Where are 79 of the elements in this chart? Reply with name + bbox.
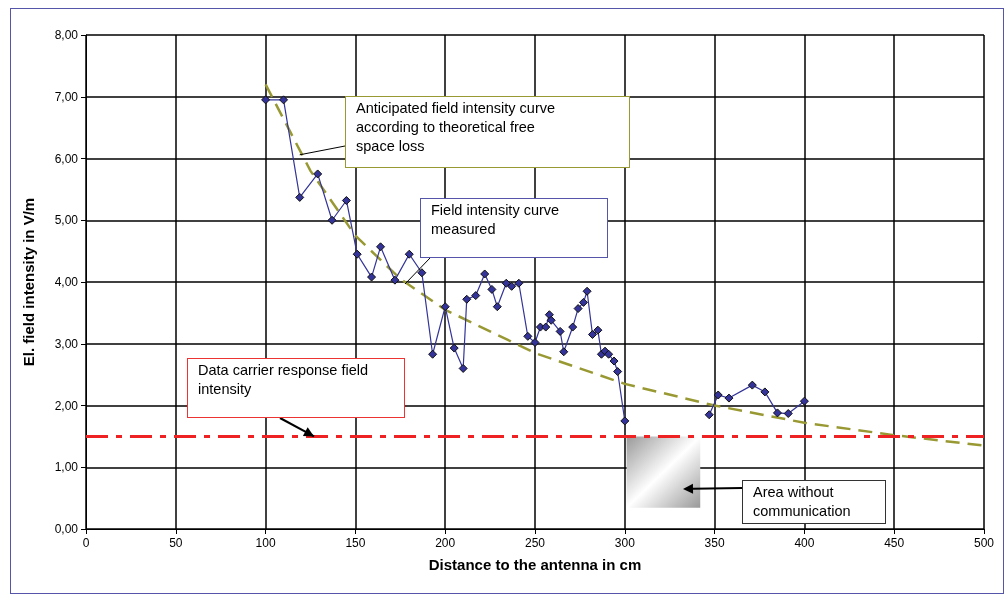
x-tick-label: 350 bbox=[704, 536, 725, 550]
x-tick-label: 450 bbox=[884, 536, 905, 550]
point bbox=[593, 325, 603, 335]
point bbox=[341, 195, 351, 205]
point bbox=[582, 286, 592, 296]
point bbox=[724, 393, 734, 403]
annotation: Data carrier response field intensity bbox=[198, 361, 370, 399]
annotation: Field intensity curve measured bbox=[431, 201, 561, 239]
point bbox=[587, 329, 597, 339]
y-tick-label: 5,00 bbox=[54, 213, 79, 228]
point bbox=[620, 416, 630, 426]
point bbox=[327, 215, 337, 225]
point bbox=[458, 363, 468, 373]
x-tick-label: 50 bbox=[169, 536, 183, 550]
point bbox=[261, 95, 271, 105]
point bbox=[428, 349, 438, 359]
x-tick-label: 400 bbox=[794, 536, 815, 550]
y-tick-label: 0,00 bbox=[54, 522, 79, 536]
point bbox=[544, 310, 554, 320]
point bbox=[417, 268, 427, 278]
point bbox=[295, 192, 305, 202]
point bbox=[514, 278, 524, 288]
point bbox=[404, 249, 414, 259]
y-tick-label: 6,00 bbox=[54, 151, 79, 166]
y-tick-label: 2,00 bbox=[54, 398, 79, 413]
point bbox=[440, 302, 450, 312]
x-tick-label: 0 bbox=[82, 536, 90, 550]
point bbox=[390, 275, 400, 285]
point bbox=[604, 349, 614, 359]
point bbox=[352, 249, 362, 259]
point bbox=[799, 396, 809, 406]
point bbox=[523, 331, 533, 341]
point bbox=[530, 338, 540, 348]
point bbox=[613, 367, 623, 377]
x-tick-label: 250 bbox=[524, 536, 546, 550]
y-tick-label: 4,00 bbox=[54, 275, 79, 289]
point bbox=[760, 387, 770, 397]
x-tick-label: 100 bbox=[255, 536, 276, 550]
point bbox=[568, 322, 578, 332]
point bbox=[573, 304, 583, 314]
point bbox=[471, 291, 481, 301]
point bbox=[462, 294, 472, 304]
x-tick-label: 150 bbox=[345, 536, 366, 550]
point bbox=[578, 297, 588, 307]
x-tick-label: 300 bbox=[614, 536, 636, 550]
y-axis-title: El. field intensity in V/m bbox=[20, 197, 37, 367]
point bbox=[480, 269, 490, 279]
point bbox=[555, 326, 565, 336]
point bbox=[541, 322, 551, 332]
y-tick-label: 1,00 bbox=[54, 460, 79, 475]
point bbox=[449, 343, 459, 353]
point bbox=[546, 315, 556, 325]
point bbox=[772, 408, 782, 418]
point bbox=[507, 281, 517, 291]
point bbox=[747, 380, 757, 390]
point bbox=[609, 356, 619, 366]
point bbox=[313, 169, 323, 179]
point bbox=[367, 272, 377, 282]
x-tick-label: 500 bbox=[973, 536, 995, 550]
point bbox=[559, 347, 569, 357]
point bbox=[501, 278, 511, 288]
annotation: Area without communication bbox=[753, 483, 852, 521]
point bbox=[713, 390, 723, 400]
callout-box: Field intensity curve measured bbox=[420, 198, 608, 258]
x-axis-title: Distance to the antenna in cm bbox=[428, 556, 642, 573]
point bbox=[783, 409, 793, 419]
point bbox=[487, 284, 497, 294]
callout-box: Area without communication bbox=[742, 480, 886, 524]
callout-box: Data carrier response field intensity bbox=[187, 358, 405, 418]
x-tick-label: 200 bbox=[435, 536, 456, 550]
annotation: Anticipated field intensity curve according to theoretical free space loss bbox=[356, 99, 557, 156]
callout-box: Anticipated field intensity curve according to theoretical free space loss bbox=[345, 96, 630, 168]
y-tick-label: 7,00 bbox=[54, 89, 79, 104]
point bbox=[704, 410, 714, 420]
point bbox=[376, 242, 386, 252]
y-tick-label: 8,00 bbox=[54, 28, 79, 42]
point bbox=[492, 302, 502, 312]
point bbox=[279, 95, 289, 105]
y-tick-label: 3,00 bbox=[54, 336, 79, 351]
